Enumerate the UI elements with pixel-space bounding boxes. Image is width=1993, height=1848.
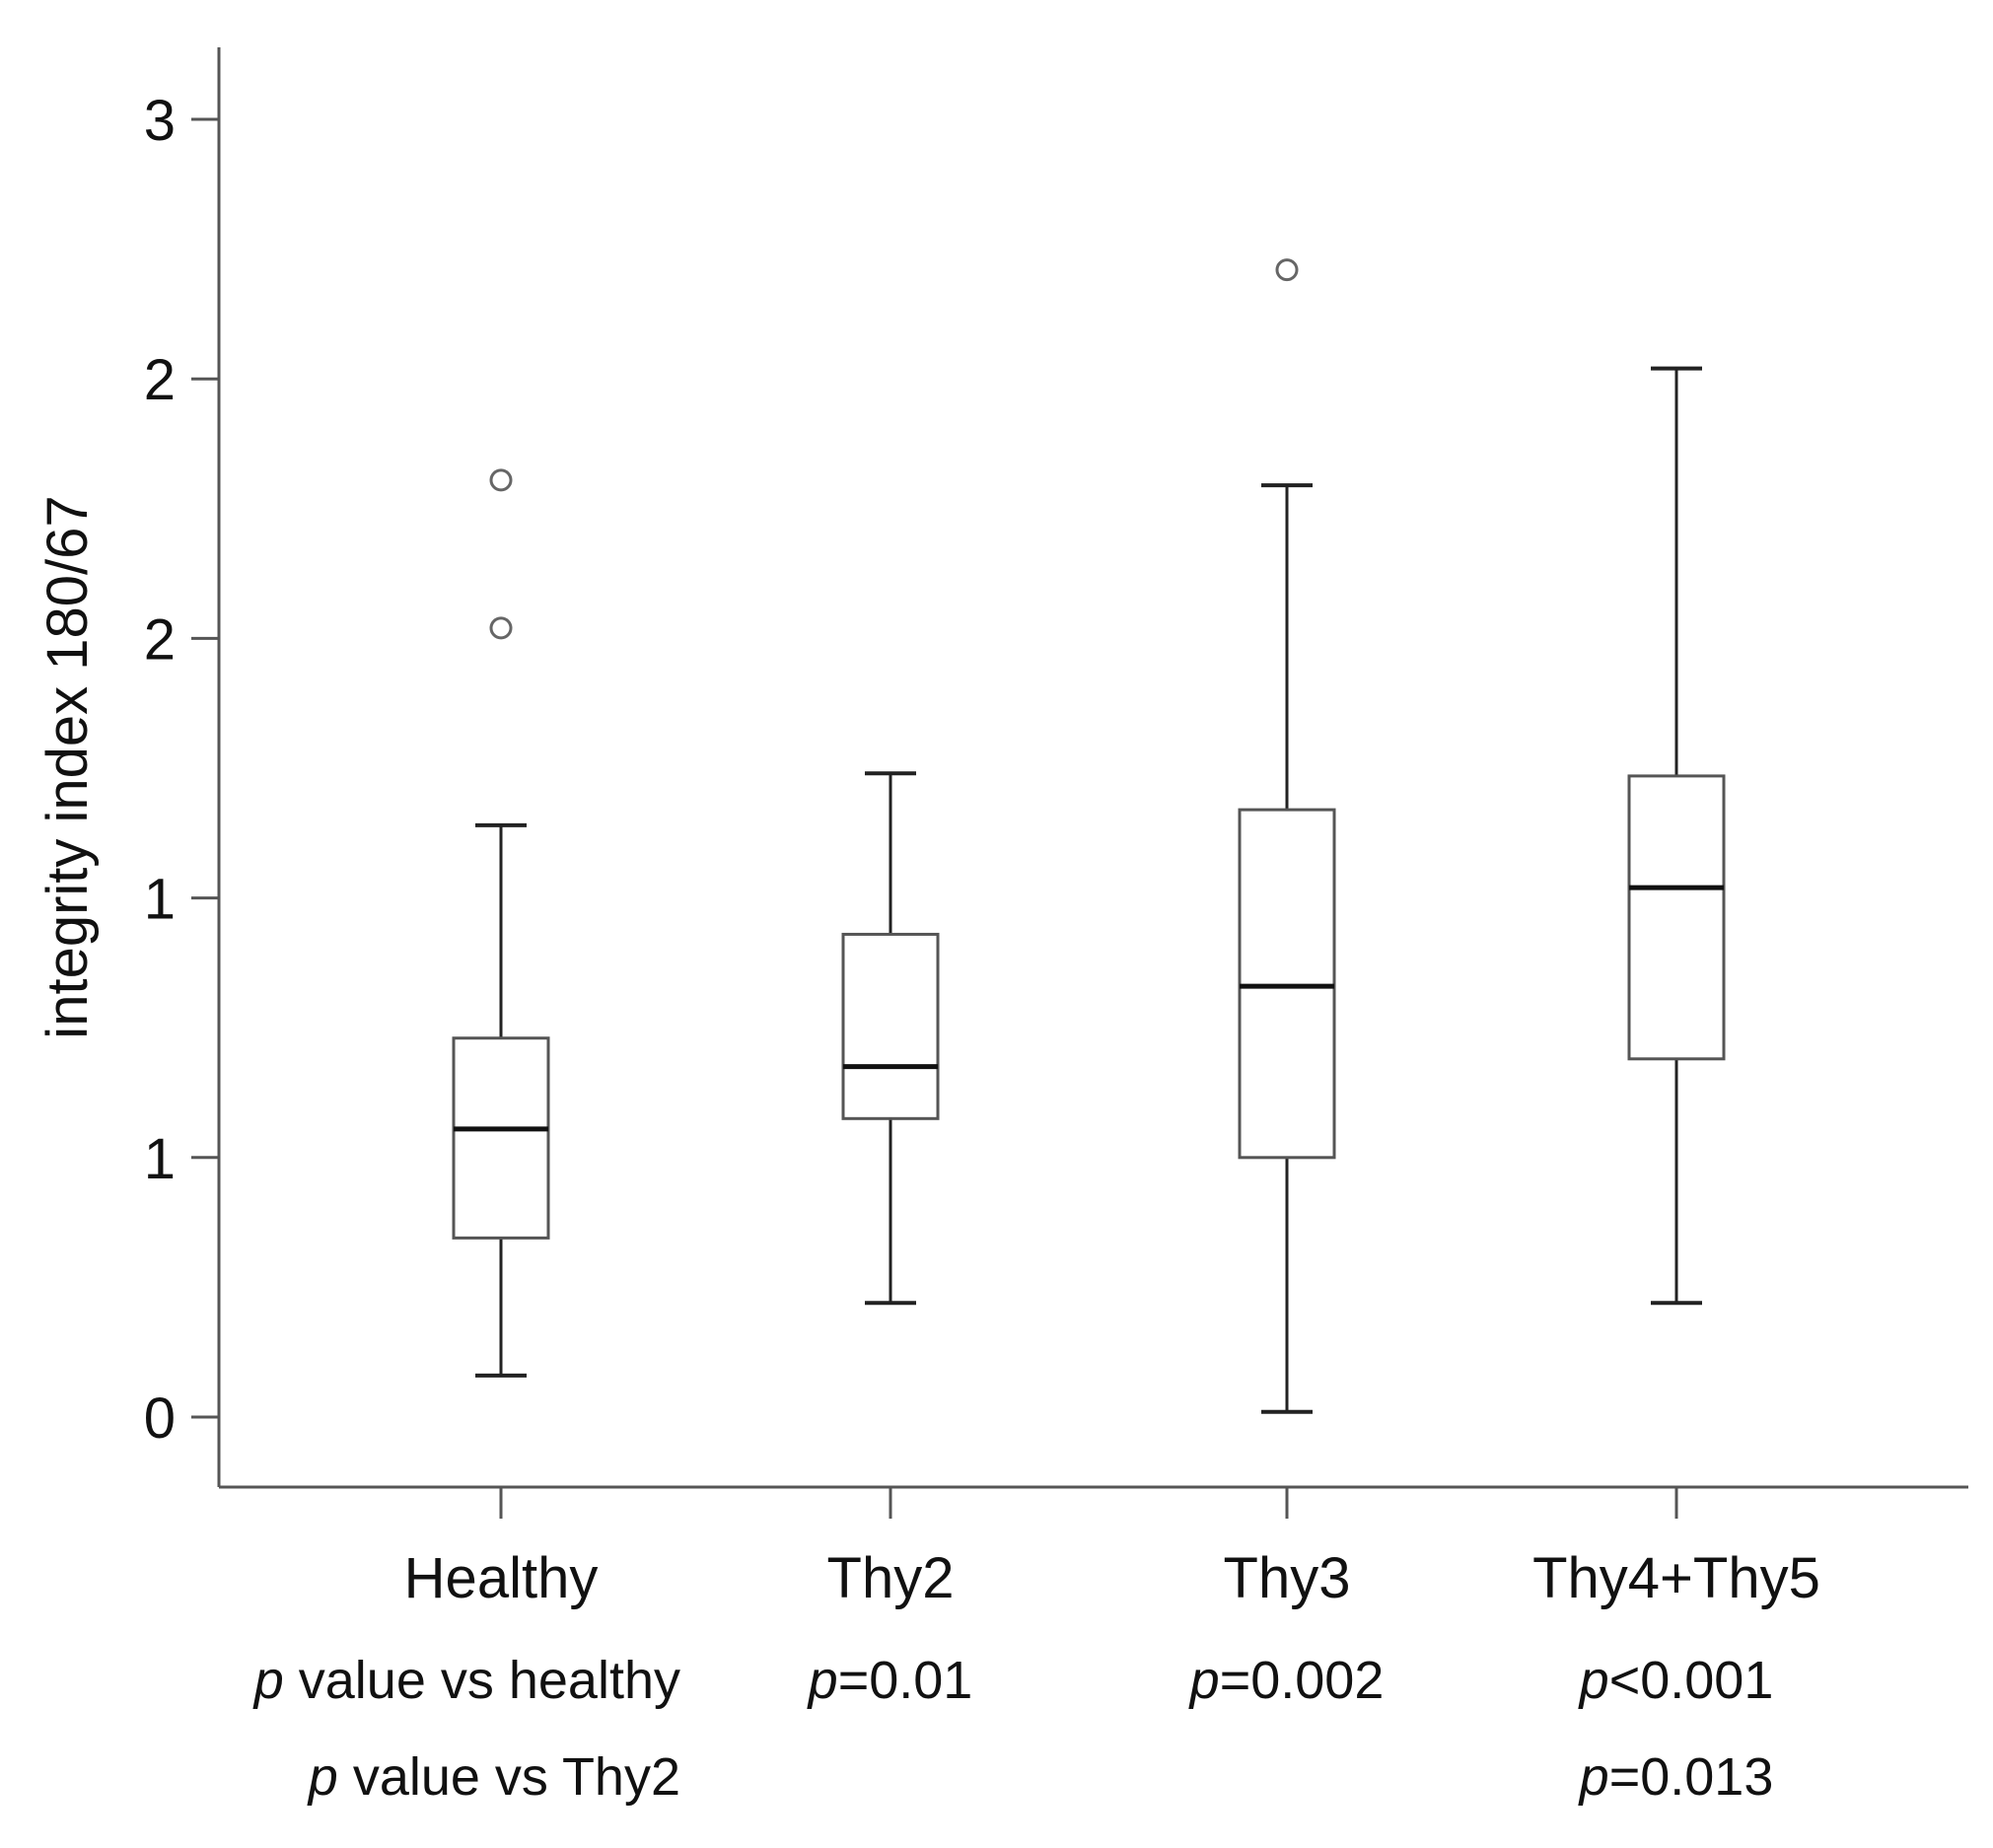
p-text: =0.01 [838, 1651, 973, 1710]
y-tick-label: 1 [144, 868, 176, 932]
x-tick-label: Thy2 [827, 1546, 955, 1610]
p-symbol: p [807, 1651, 838, 1710]
p-text: value vs healthy [284, 1651, 680, 1710]
box-group [1627, 366, 1726, 1306]
outlier-point [489, 616, 513, 640]
y-axis-title: integrity index 180/67 [36, 495, 100, 1038]
x-tick-label: Thy3 [1224, 1546, 1351, 1610]
p-row1-label: p value vs healthy [252, 1651, 680, 1710]
outlier-point [489, 468, 513, 492]
y-ticks: 0 1 1 2 2 3 [144, 89, 219, 1451]
p-symbol: p [307, 1747, 338, 1807]
x-ticks: Healthy Thy2 Thy3 Thy4+Thy5 [404, 1487, 1820, 1610]
p-text: =0.002 [1220, 1651, 1385, 1710]
y-tick-label: 2 [144, 607, 176, 672]
iqr-box [1238, 808, 1336, 1160]
p-value-vs-healthy: p<0.001 [1578, 1651, 1774, 1710]
y-tick-label: 1 [144, 1127, 176, 1191]
p-symbol: p [252, 1651, 284, 1710]
axes [217, 47, 1968, 1489]
p-value-vs-healthy: p=0.002 [1188, 1651, 1385, 1710]
box-group [1238, 258, 1336, 1414]
p-text: value vs Thy2 [338, 1747, 680, 1807]
y-tick-label: 2 [144, 348, 176, 412]
x-tick-label: Healthy [404, 1546, 599, 1610]
p-symbol: p [1188, 1651, 1220, 1710]
p-symbol: p [1578, 1651, 1609, 1710]
iqr-box [452, 1036, 550, 1240]
box-group [841, 771, 940, 1306]
p-symbol: p [1578, 1747, 1609, 1807]
p-row2-label: p value vs Thy2 [307, 1747, 680, 1807]
p-value-vs-thy2: p=0.013 [1578, 1747, 1774, 1807]
box-group [452, 468, 550, 1378]
iqr-box [1627, 774, 1726, 1061]
p-text: <0.001 [1609, 1651, 1774, 1710]
y-tick-label: 3 [144, 89, 176, 153]
y-tick-label: 0 [144, 1386, 176, 1451]
p-text: =0.013 [1609, 1747, 1774, 1807]
outlier-point [1275, 258, 1299, 282]
p-value-vs-healthy: p=0.01 [807, 1651, 973, 1710]
iqr-box [841, 932, 940, 1120]
box-series [452, 258, 1726, 1414]
x-tick-label: Thy4+Thy5 [1532, 1546, 1820, 1610]
